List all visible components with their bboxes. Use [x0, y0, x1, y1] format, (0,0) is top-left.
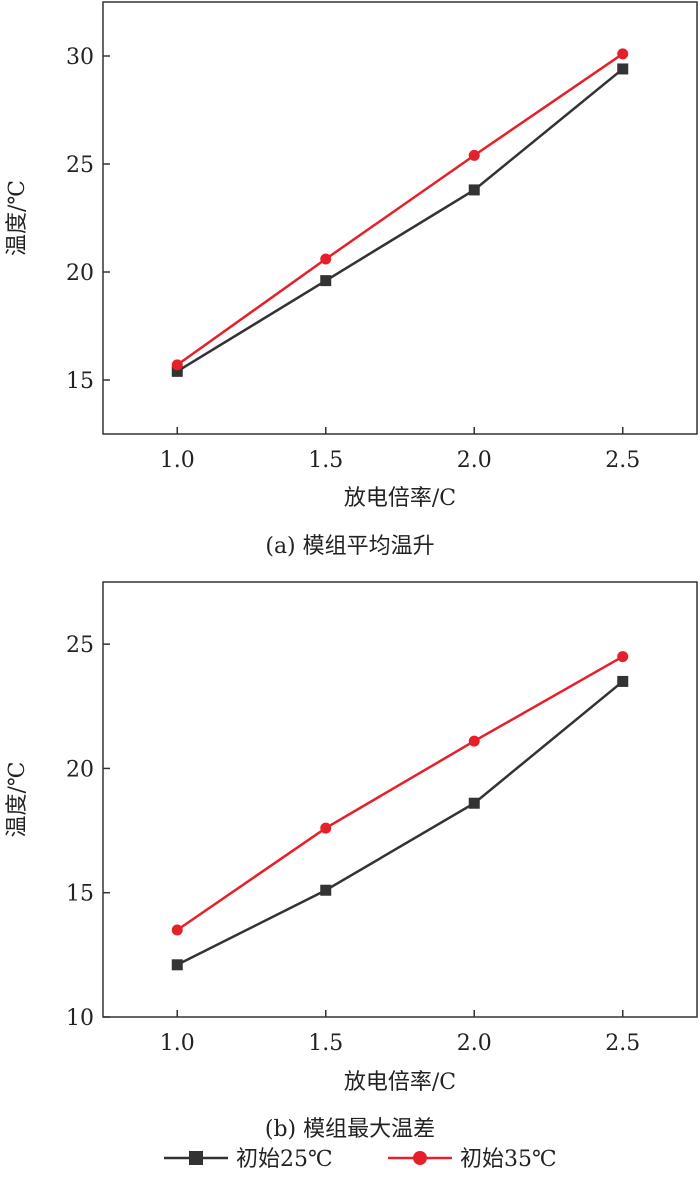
- y-tick-label: 20: [66, 261, 94, 286]
- x-tick-label: 2.5: [605, 1031, 640, 1056]
- y-axis-title: 温度/℃: [5, 180, 30, 256]
- figure-caption: (b) 模组最大温差: [265, 1117, 435, 1142]
- data-point-square: [468, 184, 480, 196]
- legend-item-series-1: 初始25℃: [164, 1147, 333, 1172]
- data-point-square: [320, 884, 332, 896]
- series-line: [176, 680, 624, 966]
- data-point-circle: [617, 48, 629, 60]
- x-tick-label: 2.0: [457, 448, 492, 473]
- data-point-circle: [617, 651, 629, 663]
- legend-label-series-2: 初始35℃: [460, 1147, 557, 1172]
- data-point-square: [171, 365, 183, 377]
- x-tick-label: 2.0: [457, 1031, 492, 1056]
- series-line: [176, 67, 624, 373]
- x-tick-label: 1.5: [308, 448, 343, 473]
- series-1: [171, 675, 629, 971]
- y-axis-title: 温度/℃: [5, 761, 30, 837]
- x-tick-label: 1.0: [160, 448, 195, 473]
- plot-frame: [102, 1, 698, 435]
- series-2: [171, 48, 629, 371]
- y-tick-label: 25: [66, 633, 94, 658]
- data-point-circle: [468, 735, 480, 747]
- legend: 初始25℃ 初始35℃: [164, 1147, 557, 1172]
- data-point-square: [617, 63, 629, 75]
- data-point-circle: [320, 822, 332, 834]
- data-point-square: [468, 797, 480, 809]
- chart-panel-2: 10 15 20 25 1.0 1.5 2.0 2.5 放电倍率/C 温度/℃ (b) 模组最大温差: [5, 581, 698, 1142]
- data-point-square: [320, 275, 332, 287]
- data-point-circle: [171, 359, 183, 371]
- chart-panel-1: 15 20 25 30 1.0 1.5 2.0 2.5 放电倍率/C 温度/℃ (a) 模组平均温升: [5, 1, 698, 559]
- charts-layer: 15 20 25 30 1.0 1.5 2.0 2.5 放电倍率/C 温度/℃ (a) 模组平均温升…: [5, 1, 698, 1142]
- series-1: [171, 63, 629, 377]
- data-point-square: [171, 959, 183, 971]
- x-axis-title: 放电倍率/C: [344, 486, 456, 511]
- x-tick-label: 1.0: [160, 1031, 195, 1056]
- x-tick-label: 1.5: [308, 1031, 343, 1056]
- legend-marker-square: [189, 1151, 203, 1165]
- data-point-circle: [171, 924, 183, 936]
- y-tick-label: 25: [66, 153, 94, 178]
- plot-frame: [102, 581, 698, 1018]
- y-tick-label: 30: [66, 45, 94, 70]
- series-line: [176, 52, 624, 366]
- x-tick-label: 2.5: [605, 448, 640, 473]
- y-tick-label: 15: [66, 882, 94, 907]
- legend-marker-circle: [413, 1151, 427, 1165]
- legend-item-series-2: 初始35℃: [388, 1147, 557, 1172]
- legend-label-series-1: 初始25℃: [236, 1147, 333, 1172]
- data-point-circle: [468, 149, 480, 161]
- series-2: [171, 651, 629, 936]
- x-axis-title: 放电倍率/C: [344, 1070, 456, 1095]
- y-tick-label: 20: [66, 757, 94, 782]
- y-tick-label: 15: [66, 369, 94, 394]
- y-tick-label: 10: [66, 1006, 94, 1031]
- figure-caption: (a) 模组平均温升: [265, 534, 434, 559]
- data-point-circle: [320, 253, 332, 265]
- data-point-square: [617, 675, 629, 687]
- series-line: [176, 655, 624, 932]
